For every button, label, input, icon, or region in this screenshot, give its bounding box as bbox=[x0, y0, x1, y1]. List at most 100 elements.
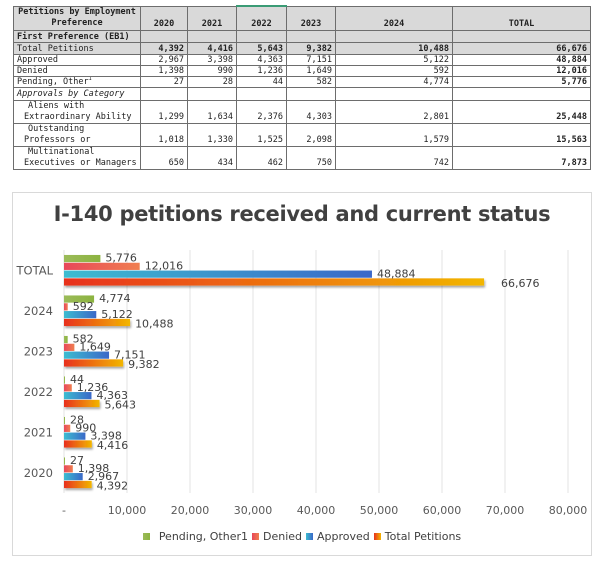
legend-item[interactable]: Total Petitions bbox=[373, 530, 461, 543]
cell[interactable]: 1,018 bbox=[140, 123, 188, 147]
cell[interactable]: 4,392 bbox=[140, 42, 188, 55]
cell-total[interactable]: 12,016 bbox=[452, 65, 591, 77]
bars bbox=[64, 254, 485, 489]
cell[interactable]: 1,236 bbox=[236, 65, 287, 77]
bar-pending-other1-2021[interactable] bbox=[64, 416, 65, 425]
category-label: 2020 bbox=[24, 466, 53, 480]
header-year[interactable]: 2020 bbox=[140, 5, 188, 31]
bar-pending-other1-2023[interactable] bbox=[64, 335, 68, 344]
chart-area[interactable]: I-140 petitions received and current sta… bbox=[12, 192, 592, 556]
cell[interactable]: 4,416 bbox=[187, 42, 237, 55]
cell-total[interactable]: 7,873 bbox=[452, 146, 591, 170]
header-year[interactable]: 2024 bbox=[335, 5, 453, 31]
bar-total-petitions-2020[interactable] bbox=[64, 480, 92, 489]
cell[interactable]: 44 bbox=[236, 76, 287, 88]
cell-total[interactable]: 48,884 bbox=[452, 54, 591, 66]
cell[interactable]: 1,299 bbox=[140, 100, 188, 124]
legend-item[interactable]: Approved bbox=[306, 530, 370, 543]
cell[interactable]: 4,774 bbox=[335, 76, 453, 88]
cell-total[interactable]: 66,676 bbox=[452, 42, 591, 55]
empty-cell bbox=[187, 87, 237, 101]
cell[interactable]: 9,382 bbox=[286, 42, 336, 55]
cell-total[interactable]: 5,776 bbox=[452, 76, 591, 88]
bar-total-petitions-2022[interactable] bbox=[64, 399, 100, 408]
row-label: Multinational Executives or Managers bbox=[13, 146, 141, 170]
empty-cell bbox=[335, 87, 453, 101]
cell[interactable]: 5,643 bbox=[236, 42, 287, 55]
cell[interactable]: 1,525 bbox=[236, 123, 287, 147]
cell[interactable]: 1,634 bbox=[187, 100, 237, 124]
x-tick-label: 60,000 bbox=[423, 504, 462, 517]
bar-approved-2021[interactable] bbox=[64, 432, 86, 440]
category-label: Approvals by Category bbox=[13, 87, 141, 101]
header-total[interactable]: TOTAL bbox=[452, 5, 591, 31]
bar-denied-2024[interactable] bbox=[64, 303, 68, 311]
x-tick-label: 10,000 bbox=[108, 504, 147, 517]
cell[interactable]: 462 bbox=[236, 146, 287, 170]
row-label: Denied bbox=[13, 65, 141, 77]
header-year[interactable]: 2021 bbox=[187, 5, 237, 31]
cell[interactable]: 4,363 bbox=[236, 54, 287, 66]
bar-approved-total[interactable] bbox=[64, 270, 372, 278]
cell[interactable]: 4,303 bbox=[286, 100, 336, 124]
header-year[interactable]: 2023 bbox=[286, 5, 336, 31]
bar-total-petitions-2021[interactable] bbox=[64, 440, 92, 448]
cell[interactable]: 650 bbox=[140, 146, 188, 170]
data-label: 48,884 bbox=[377, 267, 416, 280]
bar-pending-other1-2024[interactable] bbox=[64, 295, 95, 303]
cell[interactable]: 3,398 bbox=[187, 54, 237, 66]
cell[interactable]: 592 bbox=[335, 65, 453, 77]
data-label: 582 bbox=[73, 333, 94, 346]
cell[interactable]: 434 bbox=[187, 146, 237, 170]
cell[interactable]: 750 bbox=[286, 146, 336, 170]
table-row-category: Aliens with Extraordinary Ability 1,299 1… bbox=[13, 100, 591, 124]
bar-pending-other1-2020[interactable] bbox=[64, 457, 65, 465]
bar-denied-2023[interactable] bbox=[64, 343, 75, 351]
bar-denied-2020[interactable] bbox=[64, 465, 73, 473]
cell[interactable]: 1,649 bbox=[286, 65, 336, 77]
cell-total[interactable]: 25,448 bbox=[452, 100, 591, 124]
cell[interactable]: 2,967 bbox=[140, 54, 188, 66]
row-label: Total Petitions bbox=[13, 42, 141, 55]
cell[interactable]: 2,376 bbox=[236, 100, 287, 124]
cell[interactable]: 7,151 bbox=[286, 54, 336, 66]
cell[interactable]: 1,398 bbox=[140, 65, 188, 77]
cell[interactable]: 742 bbox=[335, 146, 453, 170]
data-label: 592 bbox=[73, 300, 94, 313]
bar-total-petitions-2024[interactable] bbox=[64, 318, 131, 327]
bar-denied-2022[interactable] bbox=[64, 384, 72, 392]
cell[interactable]: 27 bbox=[140, 76, 188, 88]
bar-approved-2022[interactable] bbox=[64, 392, 92, 400]
x-tick-label: 40,000 bbox=[297, 504, 336, 517]
bar-denied-2021[interactable] bbox=[64, 424, 71, 432]
data-label: 66,676 bbox=[501, 277, 540, 290]
bar-approved-2023[interactable] bbox=[64, 351, 110, 359]
legend-item[interactable]: Pending, Other1 bbox=[142, 530, 249, 543]
bar-denied-total[interactable] bbox=[64, 262, 140, 270]
cell[interactable]: 1,579 bbox=[335, 123, 453, 147]
row-label: Approved bbox=[13, 54, 141, 66]
table-header-row: Petitions by Employment Preference 2020 … bbox=[13, 5, 591, 31]
bar-total-petitions-total[interactable] bbox=[64, 278, 485, 286]
x-tick-label: 80,000 bbox=[549, 504, 588, 517]
cell[interactable]: 990 bbox=[187, 65, 237, 77]
cell-total[interactable]: 15,563 bbox=[452, 123, 591, 147]
cell[interactable]: 10,488 bbox=[335, 42, 453, 55]
cell[interactable]: 5,122 bbox=[335, 54, 453, 66]
cell[interactable]: 28 bbox=[187, 76, 237, 88]
bar-approved-2020[interactable] bbox=[64, 473, 83, 481]
row-label-line1: Outstanding bbox=[28, 124, 85, 135]
bar-pending-other1-2022[interactable] bbox=[64, 376, 65, 384]
bar-approved-2024[interactable] bbox=[64, 311, 97, 319]
bar-total-petitions-2023[interactable] bbox=[64, 359, 124, 367]
row-label-line1: Multinational bbox=[28, 147, 95, 158]
bar-pending-other1-total[interactable] bbox=[64, 254, 101, 263]
cell[interactable]: 1,330 bbox=[187, 123, 237, 147]
row-label: Outstanding Professors or bbox=[13, 123, 141, 147]
header-year-selected[interactable]: 2022 bbox=[236, 5, 287, 31]
cell[interactable]: 2,098 bbox=[286, 123, 336, 147]
legend-item[interactable]: Denied bbox=[252, 530, 302, 543]
cell[interactable]: 582 bbox=[286, 76, 336, 88]
legend-label: Pending, Other1 bbox=[158, 530, 249, 543]
cell[interactable]: 2,801 bbox=[335, 100, 453, 124]
